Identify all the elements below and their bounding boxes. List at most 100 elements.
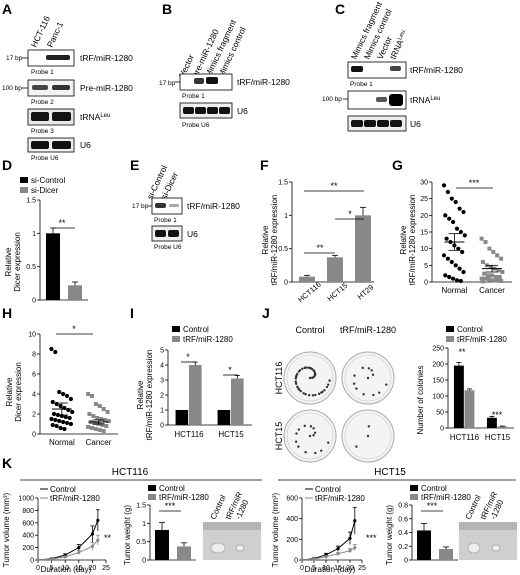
y-axis-label: Tumor weight (g): [123, 505, 132, 566]
y-tick-label: 0.5: [26, 264, 36, 271]
colony: [314, 451, 317, 455]
y-axis-label: Relative: [399, 225, 408, 254]
data-point: [101, 407, 106, 411]
legend-label: Control: [159, 484, 185, 493]
series-line: [37, 539, 99, 561]
y-tick-label: 0.6: [398, 516, 408, 523]
panel-letter-j: J: [262, 305, 270, 321]
chart-k-hct15-volume: 0 200 400 600 0 5 10 15 20 25: [286, 496, 366, 573]
bar: [68, 285, 82, 300]
blot-band: [52, 112, 71, 121]
significance-mark: ***: [165, 501, 176, 511]
bar: [453, 365, 464, 428]
col-label-trf: tRF/miR-1280: [340, 325, 396, 335]
data-point: [312, 557, 316, 561]
data-point: [90, 532, 94, 536]
colony: [313, 431, 317, 434]
colony: [366, 434, 370, 438]
colony: [305, 366, 308, 369]
data-point: [96, 518, 100, 522]
colony: [302, 392, 305, 395]
y-axis-label: Dicer expression: [13, 232, 22, 292]
y-axis-label: Tumor volume (mm³): [2, 492, 11, 567]
significance-mark: **: [458, 347, 466, 357]
data-point: [497, 275, 502, 279]
blot-band: [389, 94, 403, 106]
row-label-trf: tRF/miR-1280: [410, 65, 463, 75]
series-line: [301, 520, 356, 561]
data-point: [99, 417, 104, 421]
data-point: [447, 274, 452, 280]
data-point: [86, 392, 91, 396]
colony: [298, 369, 302, 372]
x-tick-label: 10: [61, 565, 69, 572]
legend-swatch-trf: [446, 336, 454, 342]
colony: [296, 385, 299, 389]
data-point: [67, 415, 72, 421]
blot-band: [219, 107, 230, 114]
colony: [328, 379, 331, 382]
x-tick-label: 5: [312, 565, 316, 572]
y-tick-label: 200: [432, 362, 444, 369]
blot-band: [168, 230, 179, 237]
data-point: [456, 246, 461, 251]
panel-i-chart: Control tRF/miR-1280 Relative tRF/miR-12…: [136, 325, 252, 440]
panel-letter-a: A: [2, 1, 12, 17]
significance-mark: ***: [427, 501, 438, 511]
y-tick-label: 0: [404, 558, 408, 565]
colony: [295, 432, 298, 435]
legend-label: tRF/miR-1280: [159, 493, 209, 502]
data-point: [462, 233, 467, 238]
data-point: [495, 278, 500, 283]
data-point: [483, 276, 488, 281]
y-tick-label: 0: [294, 558, 298, 565]
panel-letter-h: H: [2, 305, 12, 321]
colony: [325, 385, 329, 389]
significance-mark: **: [104, 533, 112, 543]
data-point: [460, 249, 465, 255]
data-point: [68, 421, 74, 427]
blot-band: [155, 203, 166, 208]
data-point: [90, 394, 94, 398]
colony: [367, 425, 371, 428]
y-axis-label: Relative: [4, 247, 13, 276]
legend-label: si-Dicer: [31, 186, 58, 195]
colony: [321, 390, 324, 393]
data-point: [90, 544, 94, 548]
bar: [464, 390, 475, 428]
panel-j: Control tRF/miR-1280 HCT116 HCT15 Contro…: [274, 325, 514, 463]
data-point: [54, 401, 59, 407]
data-point: [483, 240, 488, 244]
blot-band: [206, 77, 218, 84]
data-point: [49, 416, 54, 422]
y-tick-label: 0.8: [398, 503, 408, 510]
x-tick-label: 20: [89, 565, 97, 572]
colony: [378, 391, 381, 394]
data-point: [70, 409, 75, 415]
row-label-u6: U6: [237, 106, 248, 116]
x-tick-label: Cancer: [479, 286, 505, 295]
panel-letter-k: K: [2, 455, 12, 471]
probe-label: Probe 1: [31, 69, 54, 76]
panel-d-chart: si-Control si-Dicer Relative Dicer expre…: [4, 176, 88, 305]
significance-mark: *: [228, 365, 232, 375]
y-tick-label: 0: [30, 558, 34, 565]
row-label-trf: tRF/miR-1280: [80, 53, 133, 63]
colony: [352, 382, 356, 385]
data-point: [77, 550, 81, 555]
data-point: [54, 423, 59, 429]
y-tick-label: 0.5: [278, 246, 288, 253]
data-point: [461, 209, 466, 215]
panel-letter-f: F: [260, 157, 269, 173]
data-point: [103, 418, 107, 422]
y-tick-label: 600: [22, 520, 34, 527]
panel-letter-d: D: [2, 157, 12, 173]
blot-band: [52, 85, 70, 90]
chart-d-plot: 0 0.5 1 1.5: [26, 198, 88, 305]
colony: [312, 434, 315, 437]
data-point: [457, 266, 462, 271]
x-tick-label: Normal: [49, 438, 75, 447]
blot-band: [31, 141, 49, 149]
legend-swatch-dicer: [20, 187, 28, 193]
